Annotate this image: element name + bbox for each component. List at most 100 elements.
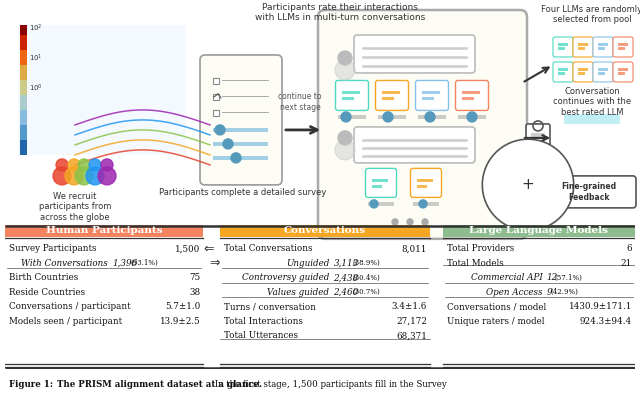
- FancyBboxPatch shape: [5, 224, 203, 237]
- FancyBboxPatch shape: [593, 37, 613, 57]
- Bar: [598, 73, 605, 75]
- FancyBboxPatch shape: [376, 81, 408, 110]
- Circle shape: [101, 159, 113, 171]
- Text: Participants rate their interactions
with LLMs in multi-turn conversations: Participants rate their interactions wit…: [255, 3, 425, 23]
- FancyBboxPatch shape: [410, 168, 442, 197]
- Bar: [382, 97, 394, 100]
- Text: 6: 6: [627, 244, 632, 253]
- Text: 27,172: 27,172: [396, 317, 427, 326]
- Text: ⇐: ⇐: [204, 242, 214, 255]
- Circle shape: [215, 125, 225, 135]
- FancyBboxPatch shape: [200, 55, 282, 185]
- Text: Figure 1:: Figure 1:: [9, 380, 53, 389]
- Text: 2,460: 2,460: [333, 288, 358, 297]
- Circle shape: [338, 51, 352, 65]
- Circle shape: [78, 159, 90, 171]
- Bar: [578, 69, 588, 71]
- FancyBboxPatch shape: [542, 176, 636, 208]
- Circle shape: [89, 159, 101, 171]
- Text: Models seen / participant: Models seen / participant: [9, 317, 122, 326]
- Text: 8,011: 8,011: [401, 244, 427, 253]
- FancyBboxPatch shape: [613, 37, 633, 57]
- Bar: [598, 44, 608, 46]
- Bar: [618, 73, 625, 75]
- Text: Values guided: Values guided: [267, 288, 329, 297]
- Text: $10^0$: $10^0$: [29, 82, 43, 93]
- Bar: [558, 48, 565, 50]
- Bar: [368, 202, 394, 206]
- FancyBboxPatch shape: [573, 37, 593, 57]
- Circle shape: [335, 60, 355, 80]
- Text: In the first stage, 1,500 participants fill in the Survey: In the first stage, 1,500 participants f…: [212, 380, 447, 389]
- Text: (30.4%): (30.4%): [353, 274, 380, 282]
- Bar: [213, 156, 268, 160]
- Text: Conversation
continues with the
best rated LLM: Conversation continues with the best rat…: [553, 87, 631, 117]
- FancyBboxPatch shape: [456, 81, 488, 110]
- Bar: [20, 65, 27, 80]
- Text: Conversations / participant: Conversations / participant: [9, 302, 131, 311]
- Text: The PRISM alignment dataset at a glance.: The PRISM alignment dataset at a glance.: [57, 380, 262, 389]
- Text: Total Utterances: Total Utterances: [224, 331, 298, 340]
- Bar: [20, 25, 27, 35]
- Bar: [422, 97, 434, 100]
- Text: Survey Participants: Survey Participants: [9, 244, 97, 253]
- Circle shape: [383, 112, 393, 122]
- Bar: [213, 78, 219, 84]
- Bar: [422, 91, 440, 94]
- Text: 5.7±1.0: 5.7±1.0: [164, 302, 200, 311]
- Bar: [531, 133, 545, 147]
- Circle shape: [338, 131, 352, 145]
- FancyBboxPatch shape: [443, 224, 635, 237]
- FancyBboxPatch shape: [18, 25, 186, 155]
- Text: 38: 38: [189, 288, 200, 297]
- Text: Conversations / model: Conversations / model: [447, 302, 546, 311]
- Bar: [578, 44, 588, 46]
- Text: Participants complete a detailed survey: Participants complete a detailed survey: [159, 188, 326, 197]
- Text: 3,113: 3,113: [333, 259, 358, 268]
- Text: Commercial API: Commercial API: [471, 273, 543, 282]
- Text: Turns / conversation: Turns / conversation: [224, 302, 316, 311]
- FancyBboxPatch shape: [564, 114, 620, 124]
- Bar: [618, 69, 628, 71]
- Text: 2,438: 2,438: [333, 273, 358, 282]
- Text: With Conversations: With Conversations: [21, 259, 108, 268]
- Bar: [378, 115, 406, 119]
- Bar: [213, 142, 268, 146]
- Text: Birth Countries: Birth Countries: [9, 273, 78, 282]
- Bar: [20, 140, 27, 155]
- Bar: [213, 110, 219, 116]
- Bar: [578, 48, 585, 50]
- Circle shape: [392, 219, 398, 225]
- Text: (93.1%): (93.1%): [131, 259, 159, 267]
- Bar: [417, 185, 427, 188]
- Bar: [213, 94, 219, 100]
- Bar: [462, 97, 474, 100]
- Text: Total Providers: Total Providers: [447, 244, 514, 253]
- Circle shape: [425, 112, 435, 122]
- Circle shape: [56, 159, 68, 171]
- Text: Controversy guided: Controversy guided: [242, 273, 329, 282]
- Bar: [20, 95, 27, 110]
- Text: Large Language Models: Large Language Models: [470, 226, 609, 235]
- Text: $10^1$: $10^1$: [29, 52, 43, 64]
- Bar: [418, 115, 446, 119]
- Circle shape: [341, 112, 351, 122]
- Text: Unique raters / model: Unique raters / model: [447, 317, 545, 326]
- Circle shape: [75, 167, 93, 185]
- Text: 9: 9: [547, 288, 552, 297]
- Text: (38.9%): (38.9%): [353, 259, 380, 267]
- Circle shape: [467, 112, 477, 122]
- Bar: [372, 185, 382, 188]
- Bar: [372, 179, 388, 182]
- Bar: [20, 110, 27, 125]
- Bar: [342, 91, 360, 94]
- Text: 3.4±1.6: 3.4±1.6: [392, 302, 427, 311]
- Bar: [338, 115, 366, 119]
- Circle shape: [535, 137, 541, 143]
- Text: ⇒: ⇒: [209, 257, 220, 270]
- Text: 12: 12: [547, 273, 558, 282]
- Bar: [558, 73, 565, 75]
- FancyBboxPatch shape: [365, 168, 397, 197]
- Text: Total Models: Total Models: [447, 259, 504, 268]
- FancyBboxPatch shape: [553, 37, 573, 57]
